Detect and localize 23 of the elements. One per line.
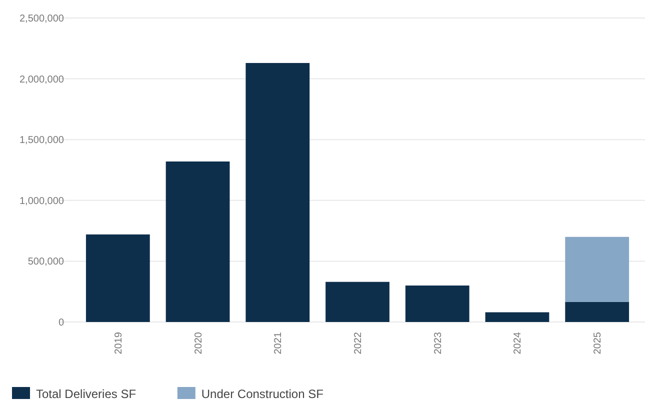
bar (86, 234, 150, 322)
bar (246, 62, 310, 322)
bar (565, 302, 630, 322)
x-tick-label: 2023 (432, 332, 444, 354)
x-tick-label: 2022 (353, 332, 364, 354)
y-tick-label: 2,000,000 (20, 74, 64, 86)
y-tick-label: 500,000 (28, 256, 64, 268)
x-tick-label: 2024 (512, 332, 524, 354)
x-tick-label: 2021 (273, 332, 284, 354)
y-tick-label: 2,500,000 (20, 14, 64, 24)
x-tick-label: 2019 (113, 332, 124, 354)
bar (485, 312, 550, 322)
bar (405, 286, 470, 322)
x-tick-label: 2025 (592, 332, 604, 354)
bar (326, 282, 390, 322)
bar (565, 236, 630, 302)
y-tick-label: 0 (58, 318, 64, 328)
x-tick-label: 2020 (193, 332, 204, 354)
y-tick-label: 1,000,000 (20, 196, 64, 207)
y-tick-label: 1,500,000 (20, 135, 64, 146)
bar (166, 161, 230, 322)
legend-label: Total Deliveries SF (36, 387, 136, 402)
legend-label: Under Construction SF (201, 387, 324, 402)
